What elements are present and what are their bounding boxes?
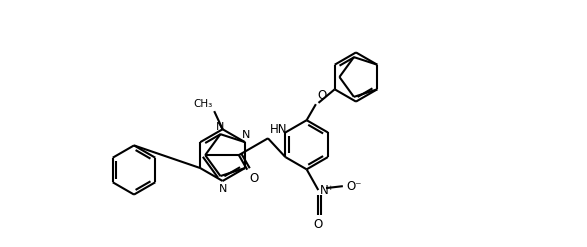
Text: N: N xyxy=(241,130,250,140)
Text: N: N xyxy=(219,184,227,194)
Text: O: O xyxy=(317,89,326,102)
Text: O: O xyxy=(249,172,258,185)
Text: HN: HN xyxy=(270,123,288,136)
Text: N⁺: N⁺ xyxy=(321,184,335,197)
Text: O⁻: O⁻ xyxy=(347,180,362,193)
Text: N: N xyxy=(216,122,225,132)
Text: O: O xyxy=(313,219,323,231)
Text: CH₃: CH₃ xyxy=(193,99,212,108)
